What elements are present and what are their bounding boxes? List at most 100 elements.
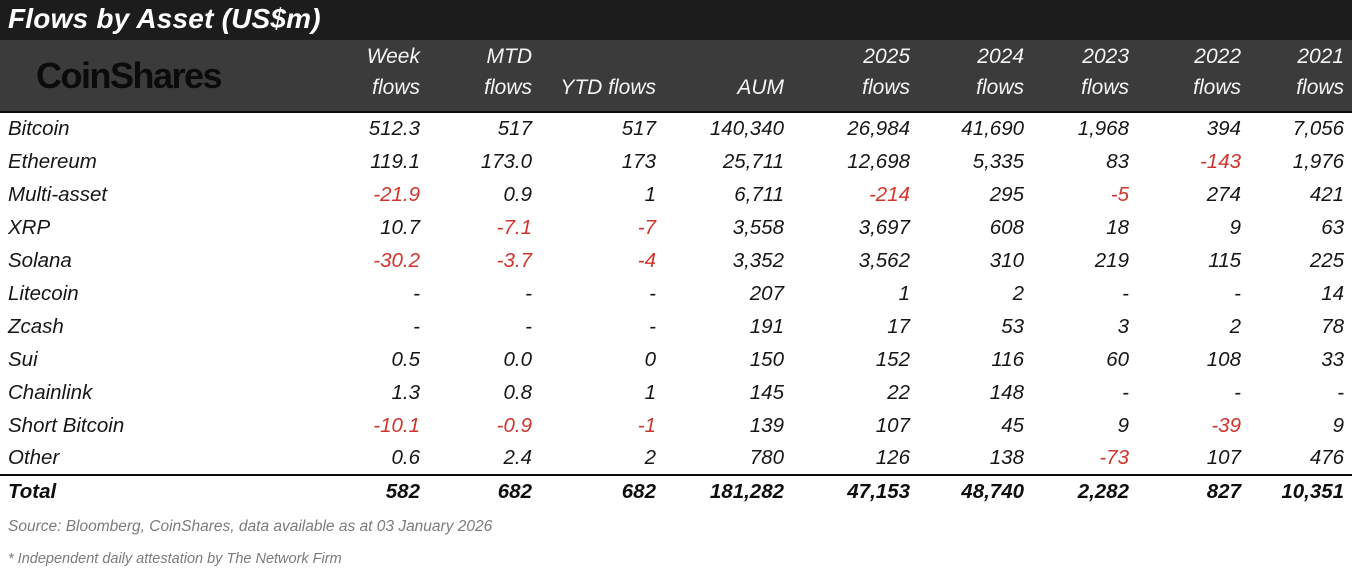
asset-name: Chainlink xyxy=(8,380,93,404)
value-cell: -10.1 xyxy=(373,413,420,437)
value-cell: 107 xyxy=(1206,446,1241,469)
value-cell: -5 xyxy=(1110,182,1129,206)
column-header: 2022 flows xyxy=(1129,40,1241,113)
value-cell: -30.2 xyxy=(373,248,420,272)
value-cell: 2.4 xyxy=(503,446,533,469)
value-cell: -7 xyxy=(637,215,656,239)
value-cell: 17 xyxy=(887,314,910,338)
value-cell: - xyxy=(649,281,656,305)
value-cell: 1 xyxy=(898,281,910,305)
value-cell: 3,558 xyxy=(732,215,784,239)
value-cell: 41,690 xyxy=(961,117,1024,140)
value-cell: 63 xyxy=(1321,215,1345,239)
value-cell: 517 xyxy=(497,117,532,140)
value-cell: 0.0 xyxy=(503,347,533,371)
column-header: YTD flows xyxy=(532,40,656,113)
value-cell: - xyxy=(413,281,420,305)
asset-name: Bitcoin xyxy=(8,117,70,140)
value-cell: 3,697 xyxy=(858,215,910,239)
value-cell: 219 xyxy=(1094,248,1129,272)
value-cell: 78 xyxy=(1321,314,1345,338)
asset-name: Ethereum xyxy=(8,149,97,173)
table-row: Chainlink 1.3 0.8 1 145 22 148 - - - xyxy=(0,376,1352,409)
source-note: Source: Bloomberg, CoinShares, data avai… xyxy=(8,518,493,535)
value-cell: 25,711 xyxy=(722,149,784,173)
value-cell: 0.5 xyxy=(391,347,421,371)
table-row: Litecoin - - - 207 1 2 - - 14 xyxy=(0,277,1352,310)
value-cell: 145 xyxy=(749,380,784,404)
value-cell: 1 xyxy=(644,182,656,206)
value-cell: - xyxy=(413,314,420,338)
value-cell: 0 xyxy=(644,347,656,371)
value-cell: 0.8 xyxy=(503,380,533,404)
table-row: Multi-asset -21.9 0.9 1 6,711 -214 295 -5 274 421 xyxy=(0,178,1352,211)
value-cell: 140,340 xyxy=(709,117,784,140)
asset-name: XRP xyxy=(8,215,51,239)
value-cell: - xyxy=(1234,281,1241,305)
value-cell: 18 xyxy=(1106,215,1129,239)
value-cell: -214 xyxy=(868,182,910,206)
asset-name: Litecoin xyxy=(8,281,79,305)
value-cell: 1 xyxy=(644,380,656,404)
value-cell: 394 xyxy=(1206,117,1241,140)
value-cell: 780 xyxy=(749,446,784,469)
value-cell: 148 xyxy=(989,380,1024,404)
value-cell: 173 xyxy=(621,149,656,173)
value-cell: 191 xyxy=(749,314,784,338)
value-cell: 173.0 xyxy=(480,149,532,173)
value-cell: 116 xyxy=(991,347,1024,371)
value-cell: - xyxy=(1234,380,1241,404)
total-value-cell: 181,282 xyxy=(656,474,784,508)
value-cell: 26,984 xyxy=(847,117,910,140)
value-cell: 138 xyxy=(989,446,1024,469)
table-body: Bitcoin 512.3 517 517 140,340 26,984 41,690 1,9… xyxy=(0,112,1352,475)
total-value-cell: 48,740 xyxy=(910,474,1024,508)
value-cell: 126 xyxy=(875,446,910,469)
page-title: Flows by Asset (US$m) xyxy=(8,3,321,34)
value-cell: 5,335 xyxy=(972,149,1024,173)
value-cell: - xyxy=(525,281,532,305)
value-cell: -7.1 xyxy=(496,215,532,239)
total-value-cell: 47,153 xyxy=(784,474,910,508)
value-cell: 60 xyxy=(1106,347,1129,371)
value-cell: 517 xyxy=(621,117,656,140)
value-cell: - xyxy=(1122,380,1129,404)
table-row: Short Bitcoin -10.1 -0.9 -1 139 107 45 9 -39 9 xyxy=(0,409,1352,442)
table-row: Other 0.6 2.4 2 780 126 138 -73 107 476 xyxy=(0,442,1352,475)
column-header: 2021 flows xyxy=(1241,40,1352,113)
value-cell: 608 xyxy=(989,215,1024,239)
value-cell: -3.7 xyxy=(496,248,532,272)
column-header-row: CoinShares Week flows MTD flows YTD flows AUM… xyxy=(0,40,1352,113)
table-row: Ethereum 119.1 173.0 173 25,711 12,698 5,335 83… xyxy=(0,145,1352,178)
total-value-cell: 2,282 xyxy=(1024,474,1129,508)
value-cell: 139 xyxy=(749,413,784,437)
value-cell: 421 xyxy=(1309,182,1345,206)
value-cell: -4 xyxy=(637,248,656,272)
value-cell: 83 xyxy=(1106,149,1129,173)
column-header: MTD flows xyxy=(420,40,532,113)
total-value-cell: 582 xyxy=(336,474,420,508)
title-bar-cell: Flows by Asset (US$m) xyxy=(0,0,1352,40)
coinshares-logo-text: CoinShares xyxy=(36,54,223,96)
title-bar: Flows by Asset (US$m) xyxy=(0,0,1352,40)
total-value-cell: 10,351 xyxy=(1241,474,1352,508)
value-cell: 6,711 xyxy=(734,182,784,206)
value-cell: 310 xyxy=(989,248,1024,272)
total-value-cell: 682 xyxy=(420,474,532,508)
table-row: Bitcoin 512.3 517 517 140,340 26,984 41,690 1,9… xyxy=(0,112,1352,145)
value-cell: 2 xyxy=(644,446,656,469)
value-cell: 1.3 xyxy=(391,380,421,404)
value-cell: 3,562 xyxy=(858,248,910,272)
flows-table: Flows by Asset (US$m) CoinShares Week flo… xyxy=(0,0,1352,508)
total-label: Total xyxy=(0,474,336,508)
column-header: Week flows xyxy=(336,40,420,113)
column-header: 2025 flows xyxy=(784,40,910,113)
table-row: XRP 10.7 -7.1 -7 3,558 3,697 608 18 9 63 xyxy=(0,211,1352,244)
value-cell: 152 xyxy=(875,347,910,371)
table-row: Solana -30.2 -3.7 -4 3,352 3,562 310 219 115 225 xyxy=(0,244,1352,277)
value-cell: 115 xyxy=(1208,248,1241,272)
value-cell: -0.9 xyxy=(496,413,532,437)
column-header: 2024 flows xyxy=(910,40,1024,113)
value-cell: -21.9 xyxy=(373,182,420,206)
